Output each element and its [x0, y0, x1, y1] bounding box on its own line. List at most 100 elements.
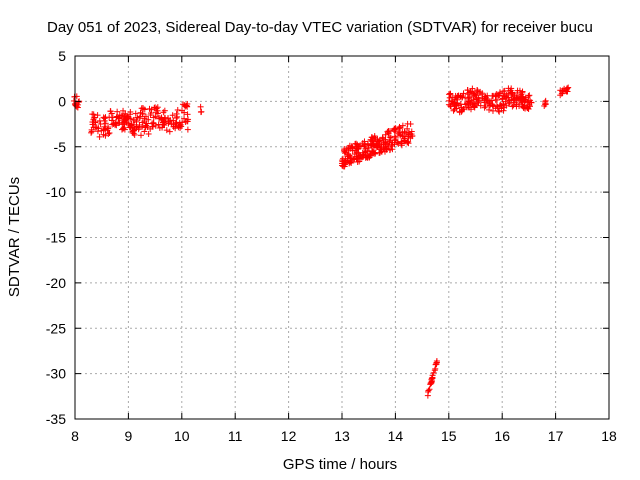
data-point	[481, 104, 488, 111]
data-point	[499, 95, 506, 102]
data-point	[341, 150, 348, 157]
data-point	[522, 105, 529, 112]
data-point	[447, 102, 454, 109]
data-point	[486, 106, 493, 113]
data-point	[397, 131, 404, 138]
data-point	[348, 143, 355, 150]
data-point	[503, 93, 510, 100]
data-point	[365, 142, 372, 149]
data-point	[425, 388, 432, 395]
data-point	[125, 115, 132, 122]
data-point	[392, 126, 399, 133]
data-point	[501, 104, 508, 111]
data-point	[516, 87, 523, 94]
data-point	[522, 97, 529, 104]
y-tick-label: -20	[46, 275, 66, 291]
data-point	[88, 129, 95, 136]
axis-ticks: 8 9 10 11 12 13 14 15 16 17 18 5 0 -5 -10 -15 -20 -25 -30 -…	[46, 48, 617, 444]
y-tick-label: -30	[46, 366, 66, 382]
data-point	[513, 103, 520, 110]
y-axis-label: SDTVAR / TECUs	[6, 177, 23, 297]
data-point	[447, 91, 454, 98]
data-point	[389, 139, 396, 146]
data-point	[94, 112, 101, 119]
data-point	[494, 96, 501, 103]
chart-title: Day 051 of 2023, Sidereal Day-to-day VTE…	[47, 19, 593, 36]
data-point	[396, 123, 403, 130]
data-point	[90, 111, 97, 118]
data-point	[74, 104, 81, 111]
y-tick-label: -5	[54, 139, 67, 155]
data-point	[500, 100, 507, 107]
data-point	[113, 114, 120, 121]
data-point	[476, 97, 483, 104]
data-point	[175, 124, 182, 131]
data-point	[520, 104, 527, 111]
data-point	[513, 95, 520, 102]
data-point	[129, 128, 136, 135]
data-point	[98, 127, 105, 134]
data-point	[457, 93, 464, 100]
data-point	[96, 117, 103, 124]
data-point	[184, 111, 191, 118]
data-point	[466, 104, 473, 111]
data-point	[565, 84, 572, 91]
data-point	[496, 90, 503, 97]
data-point	[399, 122, 406, 129]
data-point	[478, 91, 485, 98]
data-point	[97, 121, 104, 128]
data-point	[154, 104, 161, 111]
data-point	[474, 87, 481, 94]
data-point	[460, 90, 467, 97]
data-point	[105, 125, 112, 132]
data-point	[174, 113, 181, 120]
data-point	[542, 97, 549, 104]
y-tick-label: 5	[58, 48, 66, 64]
data-point	[182, 103, 189, 110]
data-point	[481, 97, 488, 104]
y-tick-label: -15	[46, 230, 66, 246]
data-point	[378, 144, 385, 151]
data-point	[364, 147, 371, 154]
data-point	[341, 158, 348, 165]
data-point	[385, 129, 392, 136]
data-point	[151, 104, 158, 111]
y-tick-label: -10	[46, 184, 66, 200]
data-point	[428, 378, 435, 385]
data-point	[160, 109, 167, 116]
data-point	[563, 88, 570, 95]
data-point	[101, 115, 108, 122]
data-point	[445, 101, 452, 108]
data-point	[432, 365, 439, 372]
data-point	[181, 115, 188, 122]
data-point	[102, 132, 109, 139]
data-point	[345, 144, 352, 151]
data-point	[118, 126, 125, 133]
x-tick-label: 13	[334, 428, 350, 444]
data-point	[519, 98, 526, 105]
data-point	[89, 121, 96, 128]
data-point	[101, 123, 108, 130]
data-point	[145, 130, 152, 137]
data-point	[142, 113, 149, 120]
data-point	[141, 128, 148, 135]
x-tick-label: 17	[548, 428, 564, 444]
data-point	[450, 107, 457, 114]
data-point	[376, 149, 383, 156]
data-point	[401, 137, 408, 144]
data-point	[426, 386, 433, 393]
data-point	[181, 102, 188, 109]
data-point	[500, 88, 507, 95]
data-point	[184, 118, 191, 125]
data-point	[487, 102, 494, 109]
data-point	[96, 133, 103, 140]
x-tick-label: 14	[388, 428, 404, 444]
data-points	[70, 84, 572, 399]
y-tick-label: -25	[46, 320, 66, 336]
data-point	[173, 110, 180, 117]
data-point	[178, 123, 185, 130]
data-point	[493, 91, 500, 98]
data-point	[499, 96, 506, 103]
data-point	[526, 92, 533, 99]
